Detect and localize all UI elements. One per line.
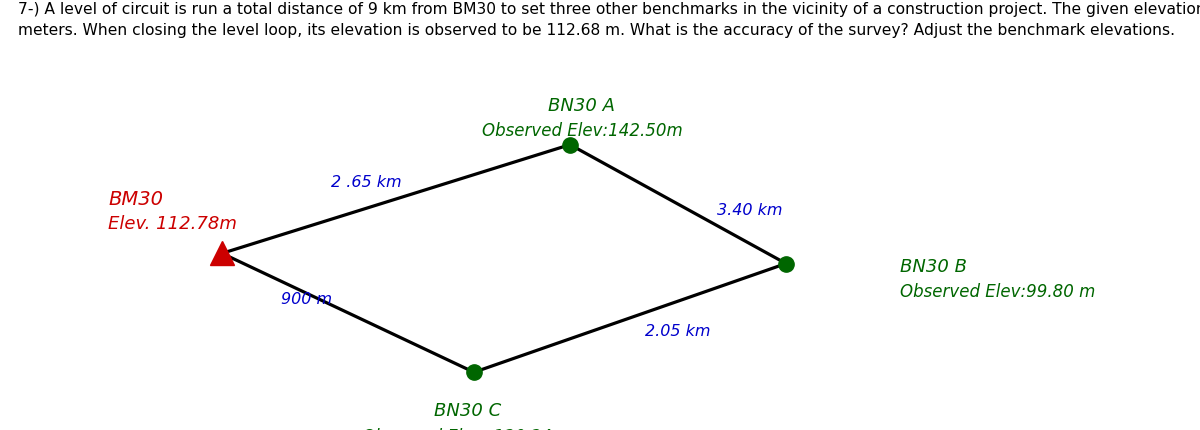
Text: 2.05 km: 2.05 km	[646, 324, 710, 339]
Text: 7-) A level of circuit is run a total distance of 9 km from BM30 to set three ot: 7-) A level of circuit is run a total di…	[18, 2, 1200, 38]
Text: 3.40 km: 3.40 km	[718, 203, 782, 218]
Text: Observed Elev:142.50m: Observed Elev:142.50m	[481, 122, 683, 140]
Text: 900 m: 900 m	[281, 292, 332, 307]
Text: Observed Elev: 120.24 m: Observed Elev: 120.24 m	[362, 428, 574, 430]
Text: 2 .65 km: 2 .65 km	[331, 175, 402, 190]
Text: Elev. 112.78m: Elev. 112.78m	[108, 215, 236, 233]
Text: BN30 B: BN30 B	[900, 258, 967, 276]
Text: Observed Elev:99.80 m: Observed Elev:99.80 m	[900, 283, 1096, 301]
Text: BN30 A: BN30 A	[548, 97, 616, 114]
Text: BN30 C: BN30 C	[434, 402, 502, 420]
Text: BM30: BM30	[108, 190, 163, 209]
